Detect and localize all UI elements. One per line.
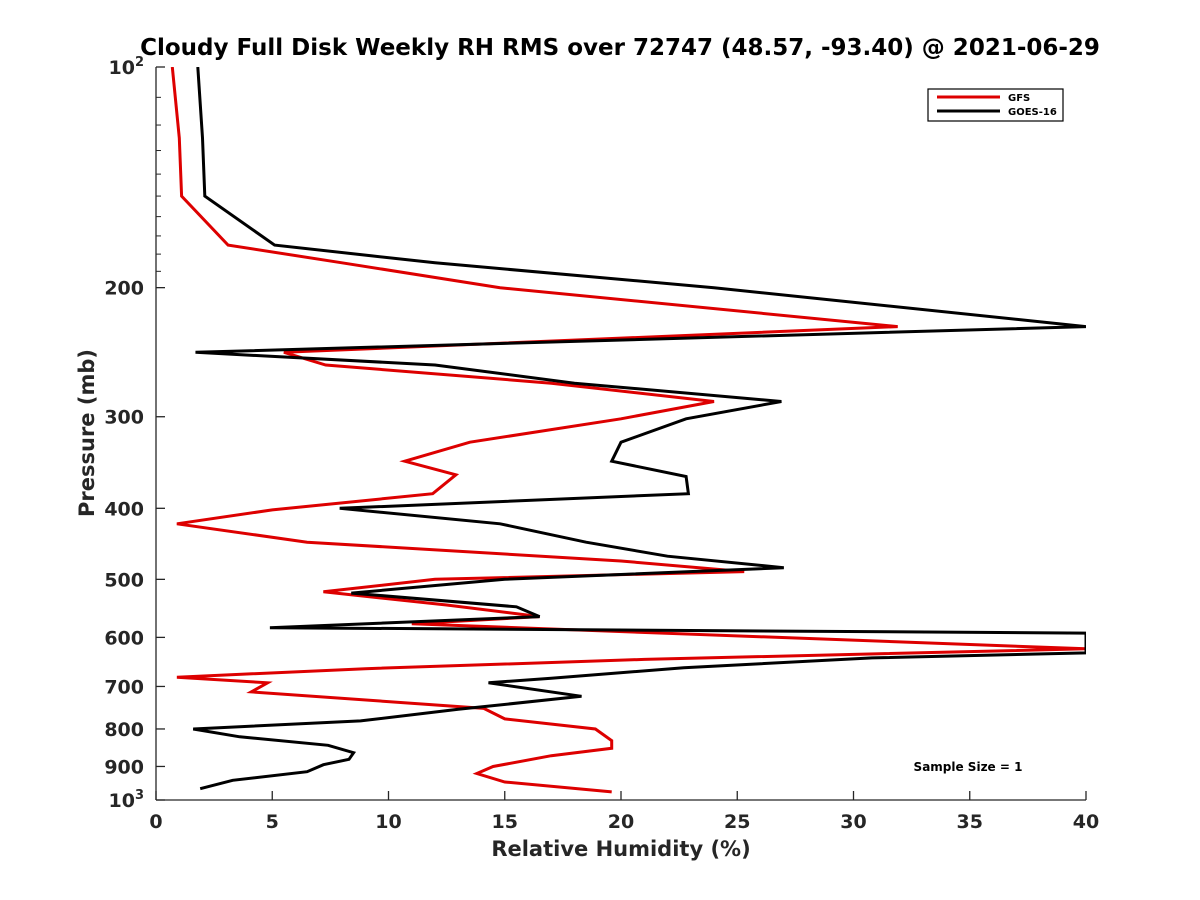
series-layer [170, 67, 1086, 794]
x-tick-label: 0 [149, 811, 162, 833]
legend-label-gfs: GFS [1008, 93, 1030, 104]
x-tick-label: 15 [492, 811, 518, 833]
x-tick-label: 35 [957, 811, 983, 833]
x-tick-label: 5 [266, 811, 279, 833]
legend: GFS GOES-16 [927, 88, 1064, 122]
y-tick-label: 900 [104, 756, 144, 778]
y-tick-label: 102 [109, 55, 145, 79]
x-tick-label: 25 [724, 811, 750, 833]
y-tick-label: 200 [104, 278, 144, 300]
y-tick-label: 700 [104, 676, 144, 698]
y-tick-label: 400 [104, 498, 144, 520]
y-axis-label: Pressure (mb) [75, 349, 99, 517]
y-tick-label: 800 [104, 719, 144, 741]
legend-box [927, 88, 1064, 122]
sample-size-annotation: Sample Size = 1 [914, 760, 1023, 774]
legend-label-goes16: GOES-16 [1008, 107, 1057, 118]
x-tick-label: 10 [375, 811, 401, 833]
y-tick-label: 600 [104, 627, 144, 649]
x-tick-label: 30 [840, 811, 866, 833]
y-tick-label: 103 [109, 788, 145, 812]
y-tick-label: 300 [104, 407, 144, 429]
series-line-goes16 [192, 67, 1086, 791]
plot-area [156, 67, 1086, 800]
chart-title: Cloudy Full Disk Weekly RH RMS over 7274… [140, 35, 1100, 61]
x-tick-label: 40 [1073, 811, 1099, 833]
y-axis-ticks: 102 200 300 400 500 600 700 800 900 103 [104, 55, 165, 812]
x-axis-label: Relative Humidity (%) [491, 837, 750, 861]
x-tick-label: 20 [608, 811, 634, 833]
y-tick-label: 500 [104, 569, 144, 591]
x-axis-ticks: 0 5 10 15 20 25 30 35 40 [149, 791, 1099, 833]
